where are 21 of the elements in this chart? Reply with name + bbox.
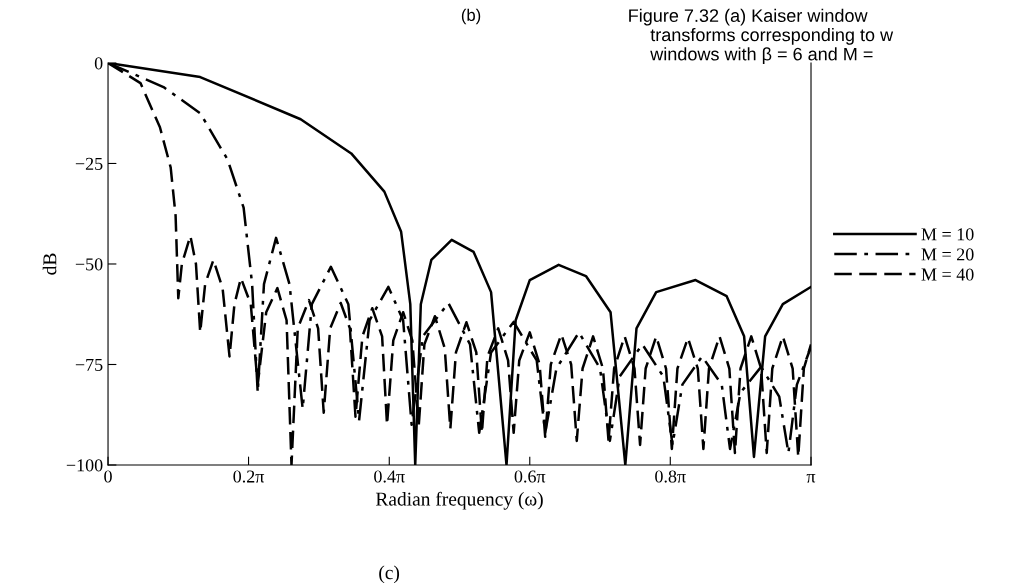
y-tick-label: −25 bbox=[75, 157, 103, 170]
y-tick-label: −50 bbox=[75, 258, 103, 271]
x-tick-label: 0.2π bbox=[233, 470, 265, 483]
legend-label: M = 10 bbox=[921, 228, 974, 241]
annotation: windows with β = 6 and M = bbox=[650, 47, 873, 65]
x-tick-label: 0 bbox=[104, 470, 112, 483]
text: transforms corresponding to w bbox=[650, 27, 894, 45]
text: (c) bbox=[379, 565, 400, 583]
y-tick-label: 0 bbox=[94, 57, 103, 70]
x-tick-label: 0.8π bbox=[655, 470, 686, 483]
caption: Figure 7.32 (a) Kaiser window bbox=[629, 8, 868, 26]
y-tick-label: −75 bbox=[75, 358, 103, 371]
x-tick-label: 0.6π bbox=[514, 470, 546, 483]
x-tick-label: 0.4π bbox=[374, 470, 405, 483]
x-tick-label: π bbox=[806, 474, 816, 483]
x-axis-title: Radian frequency (ω) bbox=[375, 491, 543, 510]
text: (b) bbox=[461, 8, 481, 25]
legend-label: M = 20 bbox=[921, 248, 974, 261]
legend-label: M = 40 bbox=[921, 268, 974, 281]
y-axis-title: dB bbox=[42, 253, 57, 275]
y-tick-label: −100 bbox=[66, 459, 103, 472]
